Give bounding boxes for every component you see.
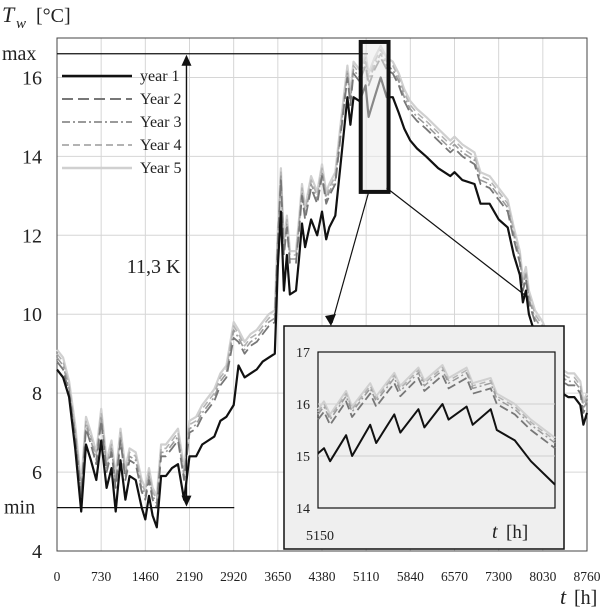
- inset-x-axis-unit: [h]: [506, 522, 528, 543]
- inset-chart: 14 15 16 17 5150 t [h]: [283, 325, 565, 550]
- range-label: 11,3 K: [127, 256, 181, 278]
- inset-y-tick-label: 14: [296, 502, 310, 517]
- connector-line-left: [331, 191, 370, 324]
- inset-series-line-year-1: [317, 403, 556, 486]
- y-tick-label: 10: [22, 304, 42, 326]
- inset-y-tick-label: 17: [296, 346, 310, 361]
- x-tick-label: 5840: [397, 569, 424, 584]
- range-arrow-head-bottom: [181, 495, 192, 507]
- inset-series-line-year-5: [317, 364, 556, 439]
- x-tick-label: 6570: [441, 569, 468, 584]
- legend-entry: Year 5: [140, 160, 181, 177]
- x-tick-label: 7300: [485, 569, 512, 584]
- x-tick-label: 4380: [309, 569, 336, 584]
- min-label: min: [4, 497, 35, 519]
- y-axis-label-sub: w: [16, 16, 26, 32]
- zoom-box: [358, 39, 391, 194]
- inset-series-line-year-3: [317, 369, 556, 444]
- x-tick-label: 730: [91, 569, 112, 584]
- x-axis-unit: [h]: [574, 587, 597, 609]
- x-tick-labels: 0 730 1460 2190 2920 3650 4380 5110 5840 6570 7300…: [54, 569, 601, 584]
- legend-entry: Year 4: [140, 137, 181, 154]
- inset-series-line-year-4: [317, 366, 556, 441]
- y-tick-label: 16: [22, 67, 42, 89]
- legend-entry: year 1: [140, 68, 180, 85]
- inset-y-tick-label: 15: [296, 450, 310, 465]
- series-group: [56, 44, 589, 529]
- y-tick-label: 8: [32, 383, 42, 405]
- y-tick-label: 4: [32, 541, 42, 563]
- legend-entry: Year 2: [140, 91, 181, 108]
- annotations: max min 11,3 K: [2, 39, 525, 519]
- x-tick-label: 3650: [264, 569, 291, 584]
- x-tick-label: 1460: [132, 569, 159, 584]
- inset-y-tick-label: 16: [296, 398, 310, 413]
- series-line-year-2: [56, 56, 588, 509]
- inset-series-line-year-2: [317, 374, 556, 449]
- x-tick-label: 8030: [529, 569, 556, 584]
- y-axis-unit: [°C]: [36, 5, 71, 27]
- connector-line-right: [386, 187, 525, 295]
- inset-x-axis-label: t: [492, 521, 498, 543]
- legend-entry: Year 3: [140, 114, 181, 131]
- x-tick-label: 0: [54, 569, 61, 584]
- range-arrow-head-top: [181, 54, 192, 66]
- max-label: max: [2, 43, 36, 65]
- plot-frame: [56, 37, 588, 552]
- inset-x-tick-label: 5150: [306, 529, 334, 544]
- connector-arrow-head: [325, 314, 336, 326]
- y-tick-labels: 4 6 8 10 12 14 16: [22, 67, 42, 563]
- x-tick-label: 2920: [220, 569, 247, 584]
- x-axis-label: t: [560, 584, 567, 609]
- y-tick-label: 12: [22, 225, 42, 247]
- x-tick-label: 2190: [176, 569, 203, 584]
- x-tick-label: 8760: [574, 569, 601, 584]
- inset-plot-frame: [317, 351, 556, 509]
- y-tick-label: 14: [22, 146, 42, 168]
- x-tick-label: 5110: [353, 569, 380, 584]
- series-line-year-4: [56, 49, 588, 501]
- series-line-year-1: [56, 76, 589, 529]
- y-axis-label: T: [2, 2, 16, 27]
- legend: year 1 Year 2 Year 3 Year 4 Year 5: [62, 68, 181, 177]
- y-tick-label: 6: [32, 462, 42, 484]
